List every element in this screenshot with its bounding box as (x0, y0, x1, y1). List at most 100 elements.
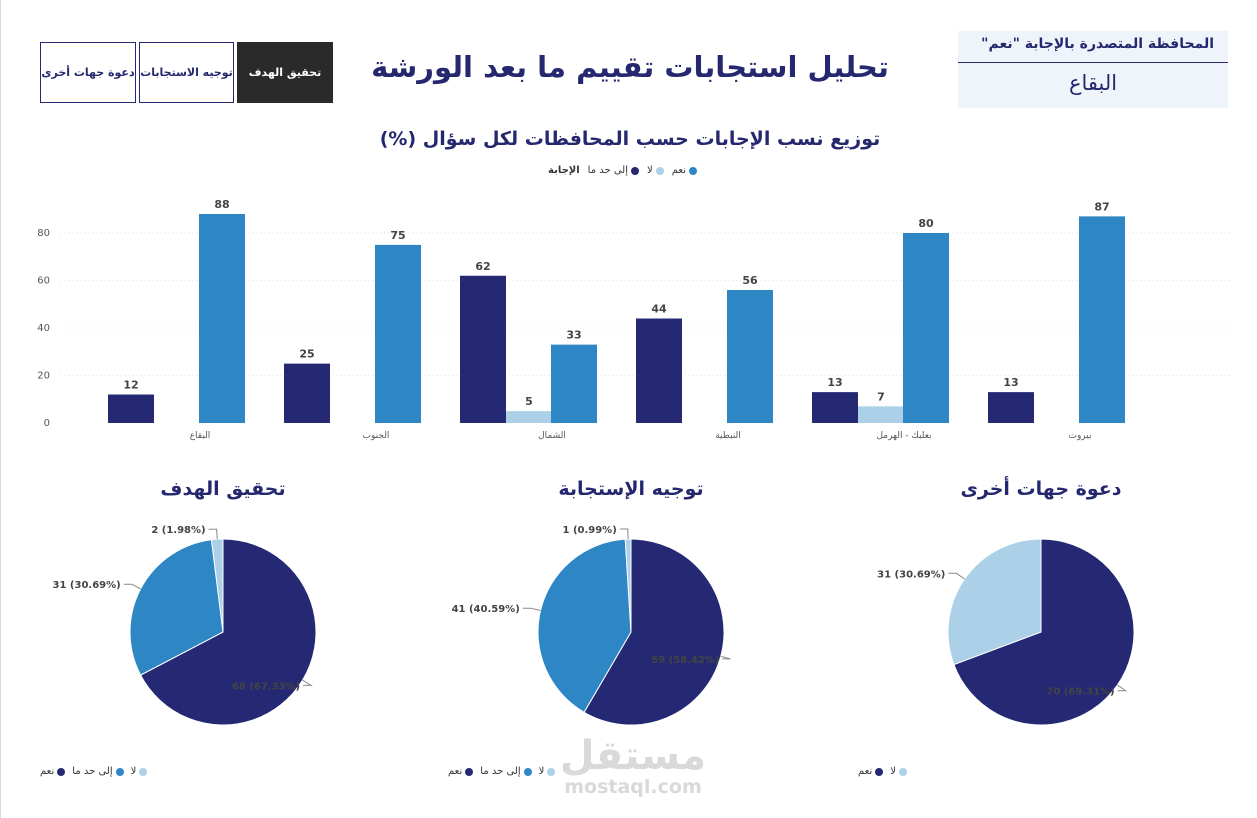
bar[interactable] (727, 290, 773, 423)
bar[interactable] (460, 275, 506, 423)
legend-label: نعم (448, 766, 463, 777)
pie-legend: لا إلى حد ما نعم (40, 766, 148, 777)
pie-leader-line (123, 583, 141, 590)
legend-label: نعم (40, 766, 55, 777)
pie-response-direction: توجيه الإستجابة 59 (58.42%) 41 (40.59%) 1 … (426, 470, 836, 800)
bar[interactable] (903, 233, 949, 423)
bar[interactable] (375, 244, 421, 423)
pie-legend: لا نعم (858, 766, 907, 777)
pie-title: تحقيق الهدف (160, 478, 286, 500)
bar[interactable] (284, 363, 330, 423)
tab-response-direction[interactable]: توجيه الاستجابات (139, 42, 234, 103)
bar-value-label: 33 (566, 329, 581, 342)
pie-leader-line (208, 528, 218, 540)
x-tick-label: بعلبك - الهرمل (876, 431, 931, 441)
legend-item[interactable]: إلى حد ما (480, 766, 532, 777)
pie-title: دعوة جهات أخرى (960, 478, 1122, 500)
legend-item[interactable]: لا (131, 766, 148, 777)
bar-chart-title: توزيع نسب الإجابات حسب المحافظات لكل سؤا… (379, 128, 881, 150)
watermark-arabic: مستقل (559, 733, 707, 779)
watermark-logo: مستقل mostaql.com (553, 735, 713, 797)
bar[interactable] (199, 214, 245, 423)
pie-data-label: 2 (1.98%) (151, 525, 205, 536)
pie-slice[interactable] (583, 538, 725, 726)
x-tick-label: الشمال (538, 431, 566, 441)
legend-item[interactable]: إلى حد ما (72, 766, 124, 777)
y-tick-label: 80 (37, 228, 50, 239)
card-label: المحافظة المتصدرة بالإجابة "نعم" (981, 36, 1214, 52)
bar[interactable] (551, 344, 597, 423)
pie-slice[interactable] (953, 538, 1135, 726)
legend-label: نعم (671, 165, 686, 176)
watermark-latin: mostaql.com (564, 776, 702, 798)
bar[interactable] (636, 318, 682, 424)
pie-slice[interactable] (139, 538, 317, 726)
page-tabs: دعوة جهات أخرى توجيه الاستجابات تحقيق ال… (40, 42, 333, 103)
legend-swatch (139, 767, 148, 776)
bar-value-label: 13 (827, 376, 842, 389)
bar[interactable] (506, 411, 552, 423)
bar-chart-legend: نعم لا إلى حد ما الإجابة (548, 165, 697, 176)
bar[interactable] (988, 392, 1034, 423)
pie-data-label: 31 (30.69%) (877, 569, 945, 580)
pie-data-label: 31 (30.69%) (53, 580, 121, 591)
pie-slice[interactable] (129, 539, 224, 676)
bar[interactable] (812, 392, 858, 423)
bar-value-label: 80 (918, 217, 934, 230)
legend-item[interactable]: إلى حد ما (587, 165, 640, 176)
legend-title: الإجابة (548, 165, 580, 176)
legend-item[interactable]: نعم (40, 766, 66, 777)
top-province-card: المحافظة المتصدرة بالإجابة "نعم" البقاع (958, 31, 1228, 108)
bar-value-label: 75 (390, 229, 405, 242)
x-tick-label: النبطية (715, 431, 741, 441)
pie-invite-others: دعوة جهات أخرى 70 (69.31%) 31 (30.69%) لا ن… (836, 470, 1246, 800)
bar[interactable] (1079, 216, 1125, 423)
y-tick-label: 60 (37, 276, 50, 287)
legend-item[interactable]: لا (647, 165, 664, 176)
legend-label: إلى حد ما (587, 165, 629, 176)
y-tick-label: 0 (44, 418, 50, 429)
y-tick-label: 20 (37, 371, 50, 382)
legend-label: لا (538, 766, 545, 777)
legend-swatch (875, 767, 884, 776)
tab-invite-others[interactable]: دعوة جهات أخرى (40, 42, 136, 103)
legend-item[interactable]: نعم (858, 766, 884, 777)
legend-swatch (898, 767, 907, 776)
bar-value-label: 7 (877, 390, 885, 403)
bar-value-label: 87 (1094, 200, 1109, 213)
pie-slice[interactable] (537, 538, 632, 713)
legend-swatch (688, 166, 697, 175)
pie-data-label: 59 (58.42%) (651, 655, 719, 666)
legend-item[interactable]: لا (539, 766, 556, 777)
legend-swatch (655, 166, 664, 175)
legend-item[interactable]: نعم (448, 766, 474, 777)
pie-data-label: 68 (67.33%) (232, 681, 300, 692)
legend-swatch (57, 767, 66, 776)
legend-swatch (465, 767, 474, 776)
legend-item[interactable]: لا (890, 766, 907, 777)
legend-swatch (523, 767, 532, 776)
pie-slice[interactable] (947, 538, 1042, 666)
tab-goal-achievement[interactable]: تحقيق الهدف (237, 42, 333, 103)
bar-value-label: 5 (525, 395, 533, 408)
card-divider (958, 62, 1228, 63)
legend-label: إلى حد ما (480, 766, 521, 777)
bar[interactable] (108, 394, 154, 424)
bar-value-label: 44 (651, 303, 667, 316)
legend-item[interactable]: نعم (672, 165, 697, 176)
bar-value-label: 25 (299, 348, 314, 361)
legend-swatch (115, 767, 124, 776)
pie-data-label: 70 (69.31%) (1046, 687, 1114, 698)
x-tick-label: البقاع (190, 431, 211, 441)
pie-title: توجيه الإستجابة (558, 478, 704, 500)
pie-slice[interactable] (210, 538, 224, 633)
x-tick-label: بيروت (1068, 431, 1091, 441)
x-tick-label: الجنوب (363, 431, 390, 441)
pie-leader-line (619, 528, 629, 540)
bar[interactable] (858, 406, 904, 423)
page-title: تحليل استجابات تقييم ما بعد الورشة (371, 50, 889, 84)
pie-chart: 59 (58.42%) 41 (40.59%) 1 (0.99%) (452, 525, 731, 726)
legend-label: إلى حد ما (72, 766, 113, 777)
pie-leader-line (1117, 684, 1128, 692)
legend-swatch (547, 767, 556, 776)
